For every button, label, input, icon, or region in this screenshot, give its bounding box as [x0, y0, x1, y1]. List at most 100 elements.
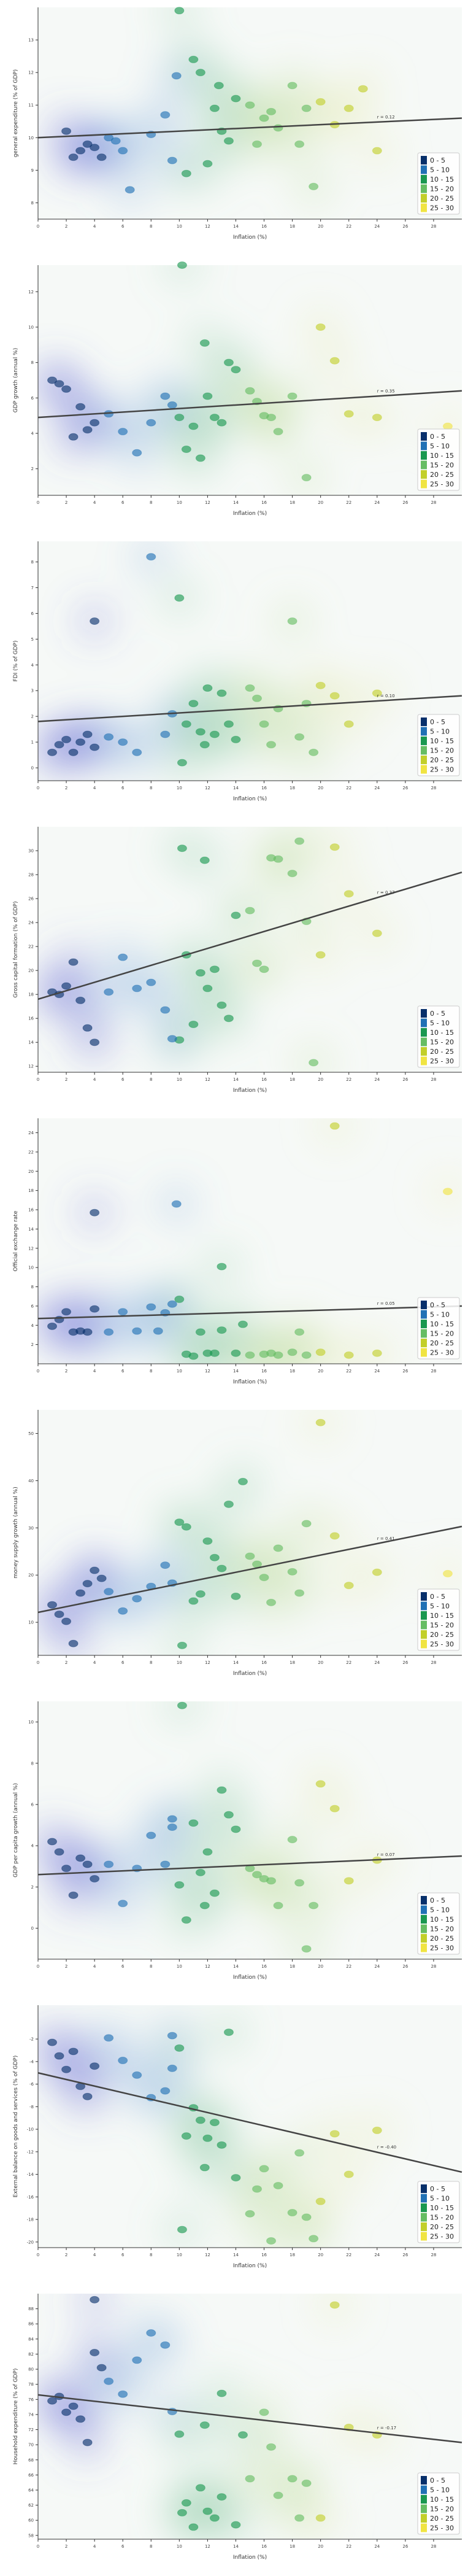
- data-point: [273, 2491, 283, 2499]
- legend-swatch: [421, 2476, 427, 2485]
- x-tick-label: 18: [290, 2544, 295, 2549]
- data-point: [237, 1320, 248, 1328]
- y-tick-label: -18: [27, 2218, 34, 2222]
- data-point: [343, 1351, 354, 1359]
- legend-swatch: [421, 1592, 427, 1601]
- data-point: [82, 1580, 93, 1588]
- correlation-label: r = 0.10: [377, 694, 395, 698]
- y-tick-label: 10: [28, 1620, 34, 1625]
- y-axis-label: money supply growth (annual %): [13, 1487, 19, 1578]
- regression-line: [37, 2072, 462, 2173]
- data-point: [223, 1015, 234, 1023]
- x-tick-label: 14: [233, 786, 239, 791]
- data-point: [118, 738, 128, 746]
- x-tick-label: 22: [346, 224, 351, 229]
- y-tick-label: 4: [31, 431, 34, 436]
- x-tick-label: 14: [233, 224, 239, 229]
- data-point: [68, 433, 79, 441]
- data-point: [252, 1871, 263, 1879]
- x-tick-label: 28: [431, 2253, 436, 2257]
- data-point: [132, 984, 142, 992]
- data-point: [174, 414, 185, 422]
- data-point: [343, 720, 354, 728]
- legend-swatch: [421, 717, 427, 726]
- x-tick-label: 24: [374, 1369, 380, 1374]
- chart-panel-5: 0 2 4 6 8 10 12 14 16 18 20 22 24 26 28 2 4 6 8 10 12 14 16 18 2…: [0, 1111, 468, 1399]
- y-tick-label: 18: [28, 1188, 34, 1193]
- legend-swatch: [421, 2184, 427, 2193]
- data-point: [245, 1552, 255, 1560]
- y-tick-label: 12: [28, 290, 34, 295]
- data-point: [171, 72, 182, 80]
- data-point: [82, 140, 93, 148]
- data-point: [266, 1349, 277, 1357]
- data-point: [245, 684, 255, 692]
- x-tick-label: 18: [290, 224, 295, 229]
- legend-label: 10 - 15: [430, 1320, 454, 1328]
- x-tick-label: 26: [402, 1077, 408, 1082]
- x-tick-label: 4: [93, 786, 96, 791]
- y-tick-label: 20: [28, 1573, 34, 1578]
- data-point: [223, 1500, 234, 1508]
- data-point: [252, 694, 263, 702]
- data-point: [132, 449, 142, 457]
- legend-swatch: [421, 1301, 427, 1309]
- y-tick-label: 84: [28, 2337, 34, 2342]
- data-point: [160, 730, 171, 738]
- data-point: [202, 984, 213, 992]
- x-tick-label: 24: [374, 224, 380, 229]
- data-point: [160, 111, 171, 119]
- data-point: [167, 1300, 177, 1308]
- data-point: [213, 82, 224, 90]
- data-points: [47, 2296, 382, 2531]
- data-point: [231, 2174, 241, 2182]
- data-point: [309, 2235, 319, 2243]
- y-tick-label: 20: [28, 969, 34, 973]
- data-point: [160, 1006, 171, 1014]
- data-point: [237, 2431, 248, 2439]
- y-axis-label: FDI (% of GDP): [13, 641, 19, 682]
- legend-label: 25 - 30: [430, 1349, 454, 1357]
- scatter-chart-3: 0 2 4 6 8 10 12 14 16 18 20 22 24 26 28012345678Inflat…: [13, 541, 462, 802]
- x-tick-label: 20: [318, 1369, 323, 1374]
- legend-swatch: [421, 2523, 427, 2532]
- x-tick-label: 12: [205, 2544, 210, 2549]
- y-tick-label: 13: [28, 38, 34, 43]
- data-point: [90, 617, 100, 625]
- data-point: [329, 843, 340, 851]
- legend-swatch: [421, 1896, 427, 1905]
- legend-label: 15 - 20: [430, 2214, 454, 2222]
- x-tick-label: 14: [233, 1964, 239, 1969]
- y-tick-label: -12: [27, 2149, 34, 2154]
- legend-label: 15 - 20: [430, 462, 454, 470]
- data-point: [188, 1352, 199, 1360]
- legend-swatch: [421, 1028, 427, 1037]
- x-tick-label: 8: [150, 2544, 152, 2549]
- data-point: [442, 1188, 453, 1196]
- data-point: [167, 1815, 177, 1823]
- y-tick-label: -14: [27, 2172, 34, 2177]
- data-point: [146, 978, 156, 986]
- y-axis-label: GDP per capita growth (annual %): [13, 1783, 19, 1878]
- data-point: [82, 426, 93, 434]
- y-tick-label: 2: [31, 1885, 34, 1890]
- x-tick-label: 28: [431, 786, 436, 791]
- x-tick-label: 28: [431, 224, 436, 229]
- x-tick-label: 2: [65, 224, 67, 229]
- data-point: [174, 1295, 185, 1303]
- y-tick-label: 26: [28, 897, 34, 902]
- x-tick-label: 6: [121, 2253, 125, 2257]
- data-point: [209, 730, 220, 738]
- x-tick-label: 4: [93, 1369, 96, 1374]
- data-point: [118, 1607, 128, 1615]
- data-point: [75, 147, 86, 155]
- legend-swatch: [421, 1348, 427, 1357]
- legend-box: [417, 1297, 460, 1360]
- legend-swatch: [421, 1018, 427, 1027]
- data-point: [309, 182, 319, 190]
- legend-label: 20 - 25: [430, 1631, 454, 1639]
- y-tick-label: 8: [31, 360, 34, 365]
- legend-swatch: [421, 451, 427, 460]
- data-point: [266, 107, 277, 115]
